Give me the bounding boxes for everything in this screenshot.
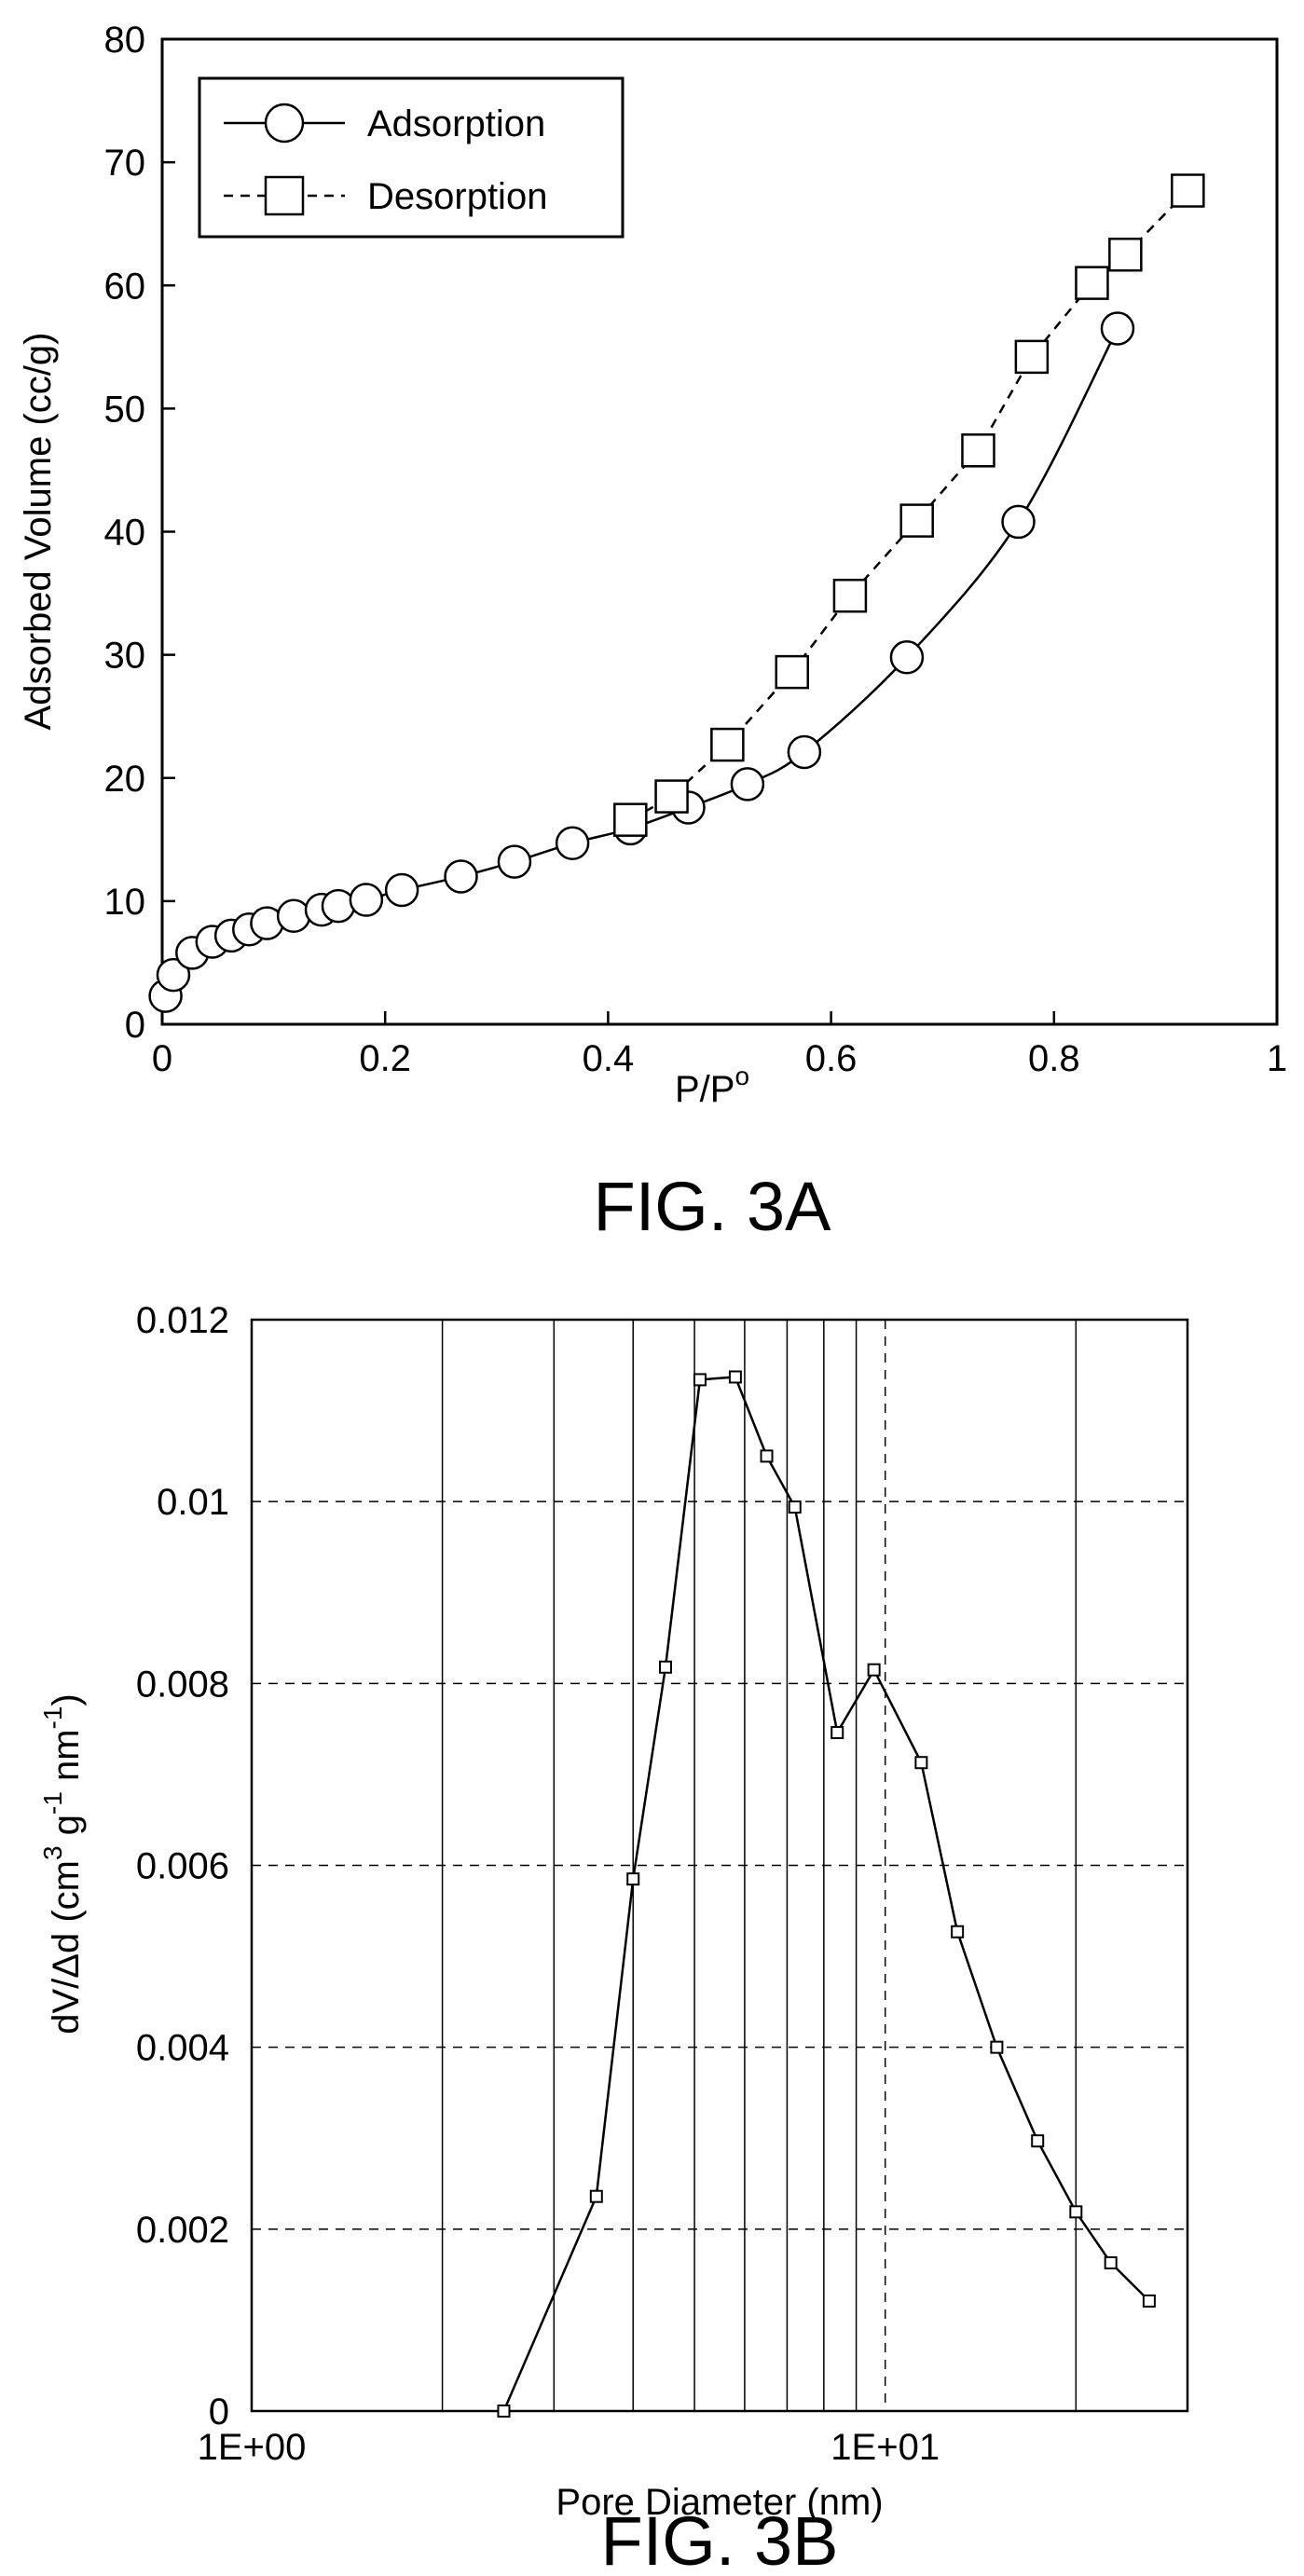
pore-distribution-point	[693, 1373, 707, 1387]
adsorption-point	[321, 888, 356, 924]
x-tick-label: 0.6	[805, 1038, 858, 1079]
pore-distribution-point	[497, 2405, 511, 2418]
legend-3a: Adsorption Desorption	[198, 76, 625, 239]
x-tick-label: 0.4	[583, 1038, 635, 1079]
adsorption-point	[889, 640, 925, 675]
desorption-point	[1171, 173, 1205, 208]
y-tick-label: 60	[104, 266, 146, 307]
series-group-3b	[497, 1370, 1156, 2418]
y-tick-label: 10	[104, 882, 146, 923]
y-tick-label: 0.006	[136, 1846, 229, 1887]
adsorption-point	[1100, 311, 1135, 346]
plot-frame-3b	[250, 1318, 1189, 2413]
adsorption-point	[444, 859, 478, 894]
desorption-point	[613, 802, 648, 837]
legend-adsorption-marker	[264, 103, 305, 144]
desorption-point	[961, 433, 995, 468]
adsorption-point	[555, 826, 590, 861]
pore-distribution-point	[1142, 2294, 1156, 2308]
adsorption-point	[156, 957, 191, 993]
y-tick-label: 0.01	[157, 1482, 229, 1523]
pore-distribution-line	[502, 1376, 1150, 2412]
desorption-point	[654, 779, 689, 814]
pore-distribution-point	[788, 1500, 802, 1514]
pore-distribution-point	[1031, 2134, 1045, 2148]
series-group-3a	[148, 173, 1205, 1013]
y-tick-label: 40	[104, 513, 146, 554]
pore-distribution-point	[867, 1663, 881, 1677]
x-tick-label: 0.2	[359, 1038, 411, 1079]
adsorption-point	[787, 734, 822, 770]
desorption-point	[832, 578, 868, 613]
adsorption-series-line	[164, 327, 1119, 997]
figure-label-3a: FIG. 3A	[594, 1168, 832, 1245]
figure-label-3b: FIG. 3B	[601, 2502, 839, 2576]
y-axis-label-3a: Adsorbed Volume (cc/g)	[18, 333, 59, 731]
pore-distribution-point	[1104, 2255, 1118, 2269]
x-tick-label: 1	[1267, 1038, 1287, 1079]
desorption-point	[1075, 266, 1109, 300]
pore-distribution-point	[830, 1726, 844, 1740]
desorption-point	[899, 503, 934, 538]
chart-3b: 0 0.002 0.004 0.006 0.008 0.01 0.012 1E+00 1E+01…	[38, 1300, 1189, 2576]
adsorption-point	[349, 883, 384, 917]
y-axis-label-3b: dV/Δd (cm3 g-1 nm-1)	[38, 1693, 87, 2035]
x-tick-label: 1E+00	[198, 2427, 307, 2468]
y-tick-label: 20	[104, 759, 146, 800]
grid-3b	[252, 1320, 1187, 2411]
y-tick-label: 0	[125, 1005, 145, 1046]
y-tick-label: 30	[104, 636, 146, 677]
adsorption-point	[276, 898, 311, 933]
x-axis-label-3a: P/Po	[675, 1062, 749, 1110]
legend-desorption-marker	[264, 175, 305, 216]
desorption-point	[710, 727, 745, 762]
y-tick-label: 70	[104, 143, 146, 184]
y-tick-label: 0.002	[136, 2210, 229, 2251]
x-tick-label: 0.8	[1028, 1038, 1080, 1079]
adsorption-point	[384, 872, 419, 908]
pore-distribution-point	[626, 1872, 640, 1886]
x-axis-label-3b: Pore Diameter (nm)	[556, 2482, 883, 2523]
y-tick-label: 0	[209, 2391, 229, 2432]
pore-distribution-point	[658, 1660, 672, 1674]
x-tick-label: 1E+01	[830, 2427, 940, 2468]
y-tick-label: 0.008	[136, 1664, 229, 1705]
desorption-point	[1014, 339, 1050, 375]
desorption-point	[1108, 237, 1143, 272]
adsorption-point	[497, 844, 532, 879]
y-tick-label: 80	[104, 20, 146, 61]
pore-distribution-point	[589, 2189, 603, 2203]
y-tick-label: 0.012	[136, 1300, 229, 1341]
x-tick-label: 0	[152, 1038, 172, 1079]
pore-distribution-point	[728, 1370, 742, 1384]
y-tick-label: 50	[104, 389, 146, 430]
adsorption-point	[1001, 504, 1036, 540]
y-tick-label: 0.004	[136, 2028, 229, 2069]
axis-ticks-3b: 0 0.002 0.004 0.006 0.008 0.01 0.012 1E+00 1E+01	[136, 1300, 940, 2468]
legend-adsorption-label: Adsorption	[367, 103, 545, 144]
pore-distribution-point	[990, 2040, 1004, 2054]
pore-distribution-point	[951, 1925, 965, 1939]
pore-distribution-point	[914, 1756, 928, 1770]
pore-distribution-point	[760, 1449, 774, 1463]
pore-distribution-point	[1069, 2205, 1083, 2219]
adsorption-point	[730, 767, 765, 802]
legend-desorption-label: Desorption	[367, 176, 547, 217]
legend-box-3a	[198, 76, 625, 239]
desorption-point	[775, 654, 809, 690]
